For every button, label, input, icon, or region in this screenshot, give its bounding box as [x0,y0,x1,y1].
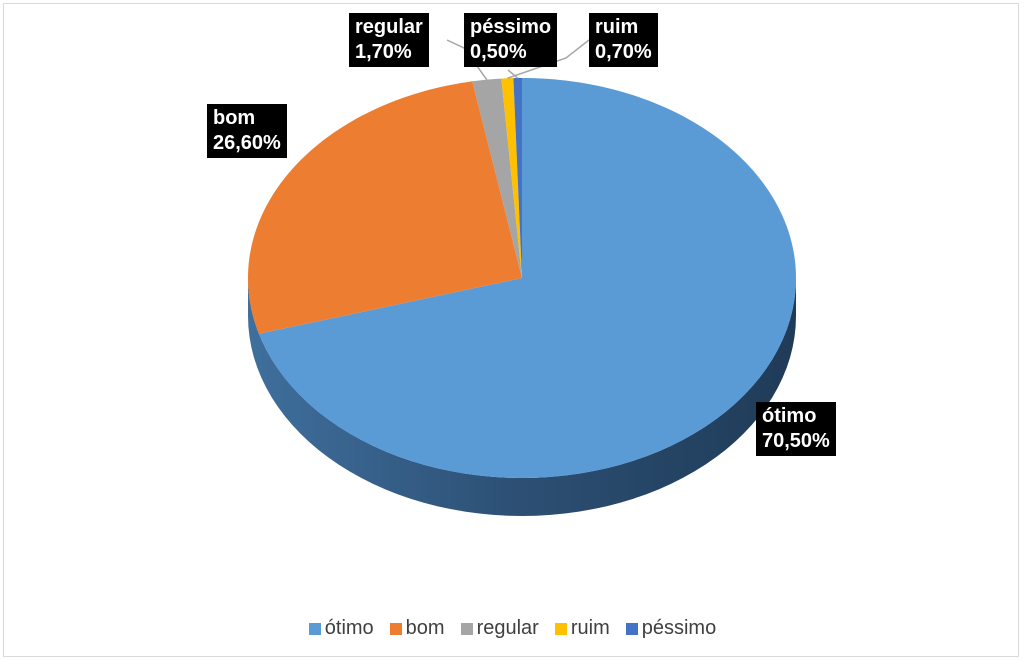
legend-item-otimo: ótimo [308,617,374,640]
legend: ótimo bom regular ruim péssimo [0,617,1025,640]
pie-side-otimo [248,278,796,516]
pie-slice-ruim [501,78,522,278]
legend-swatch-otimo [308,622,321,635]
legend-swatch-pessimo [625,622,638,635]
data-label-regular: regular 1,70% [349,13,429,67]
data-label-otimo-value: 70,50% [762,430,830,452]
leader-line-pessimo [507,69,519,79]
data-label-ruim-value: 0,70% [595,41,652,63]
data-label-pessimo: péssimo 0,50% [464,13,558,67]
legend-item-bom: bom [389,617,445,640]
data-label-pessimo-category: péssimo [470,16,552,38]
data-label-ruim: ruim 0,70% [589,13,658,67]
leader-line-ruim [507,39,590,79]
legend-item-pessimo: péssimo [625,617,717,640]
data-label-pessimo-value: 0,50% [470,41,527,63]
data-label-regular-category: regular [355,16,423,38]
data-label-otimo: ótimo 70,50% [756,402,836,456]
legend-item-regular: regular [460,617,539,640]
legend-swatch-regular [460,622,473,635]
legend-label-pessimo: péssimo [641,617,717,639]
data-label-ruim-category: ruim [595,16,639,38]
data-label-bom-value: 26,60% [213,132,281,154]
legend-item-ruim: ruim [554,617,610,640]
data-label-regular-value: 1,70% [355,41,412,63]
legend-label-ruim: ruim [570,617,610,639]
legend-label-otimo: ótimo [324,617,374,639]
data-label-otimo-category: ótimo [762,405,817,427]
pie-slice-pessimo [513,78,522,278]
data-label-bom: bom 26,60% [207,104,287,158]
legend-label-regular: regular [476,617,539,639]
pie-slice-bom [248,81,522,334]
data-label-bom-category: bom [213,107,256,129]
pie-slice-otimo [258,78,796,478]
legend-label-bom: bom [405,617,445,639]
legend-swatch-ruim [554,622,567,635]
legend-swatch-bom [389,622,402,635]
pie-slice-regular [472,78,522,278]
